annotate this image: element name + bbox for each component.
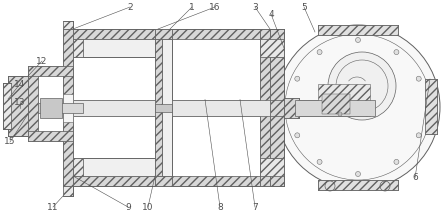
Bar — [73, 39, 155, 57]
Bar — [155, 29, 172, 39]
Text: 9: 9 — [125, 202, 131, 211]
Circle shape — [356, 171, 361, 177]
Bar — [38, 103, 83, 113]
Bar — [318, 180, 398, 190]
Text: 5: 5 — [301, 3, 307, 12]
Text: 12: 12 — [36, 56, 48, 65]
Bar — [260, 39, 284, 57]
Circle shape — [394, 159, 399, 164]
Bar — [40, 98, 62, 117]
Circle shape — [328, 52, 396, 120]
Circle shape — [276, 25, 440, 189]
Bar — [63, 186, 73, 196]
Bar — [63, 94, 73, 122]
Text: 2: 2 — [127, 3, 133, 12]
Text: 4: 4 — [268, 9, 274, 18]
Text: 1: 1 — [189, 3, 195, 12]
Bar — [28, 131, 73, 141]
Text: 11: 11 — [47, 202, 59, 211]
Circle shape — [416, 76, 421, 81]
Bar — [63, 29, 270, 39]
Bar — [155, 104, 172, 111]
Bar — [260, 29, 270, 186]
Bar — [73, 158, 155, 176]
Circle shape — [317, 159, 322, 164]
Bar — [73, 39, 83, 57]
Bar — [155, 176, 172, 186]
Bar — [3, 83, 11, 129]
Bar — [284, 98, 299, 117]
Text: 7: 7 — [252, 202, 258, 211]
Text: 13: 13 — [14, 98, 26, 107]
Text: 16: 16 — [209, 3, 221, 12]
Circle shape — [295, 76, 300, 81]
Bar — [425, 79, 437, 134]
Bar — [8, 76, 28, 136]
Bar — [318, 84, 370, 116]
Text: 10: 10 — [142, 202, 154, 211]
Circle shape — [394, 50, 399, 55]
Bar — [63, 29, 73, 186]
Bar — [63, 176, 270, 186]
Text: 6: 6 — [412, 174, 418, 183]
Bar — [295, 100, 375, 116]
Text: 15: 15 — [4, 138, 16, 147]
Bar — [270, 29, 284, 186]
Bar — [155, 39, 162, 176]
Bar — [172, 100, 270, 116]
Circle shape — [317, 50, 322, 55]
Bar — [28, 66, 38, 141]
Bar — [63, 21, 73, 29]
Bar — [162, 39, 172, 176]
Circle shape — [416, 133, 421, 138]
Circle shape — [356, 37, 361, 43]
Bar — [73, 158, 83, 176]
Text: 14: 14 — [14, 79, 26, 89]
Bar — [322, 94, 350, 114]
Circle shape — [295, 133, 300, 138]
Bar — [318, 25, 398, 35]
Bar — [28, 66, 73, 76]
Text: 3: 3 — [252, 3, 258, 12]
Text: 8: 8 — [217, 202, 223, 211]
Bar — [260, 158, 284, 176]
Bar — [73, 100, 155, 116]
